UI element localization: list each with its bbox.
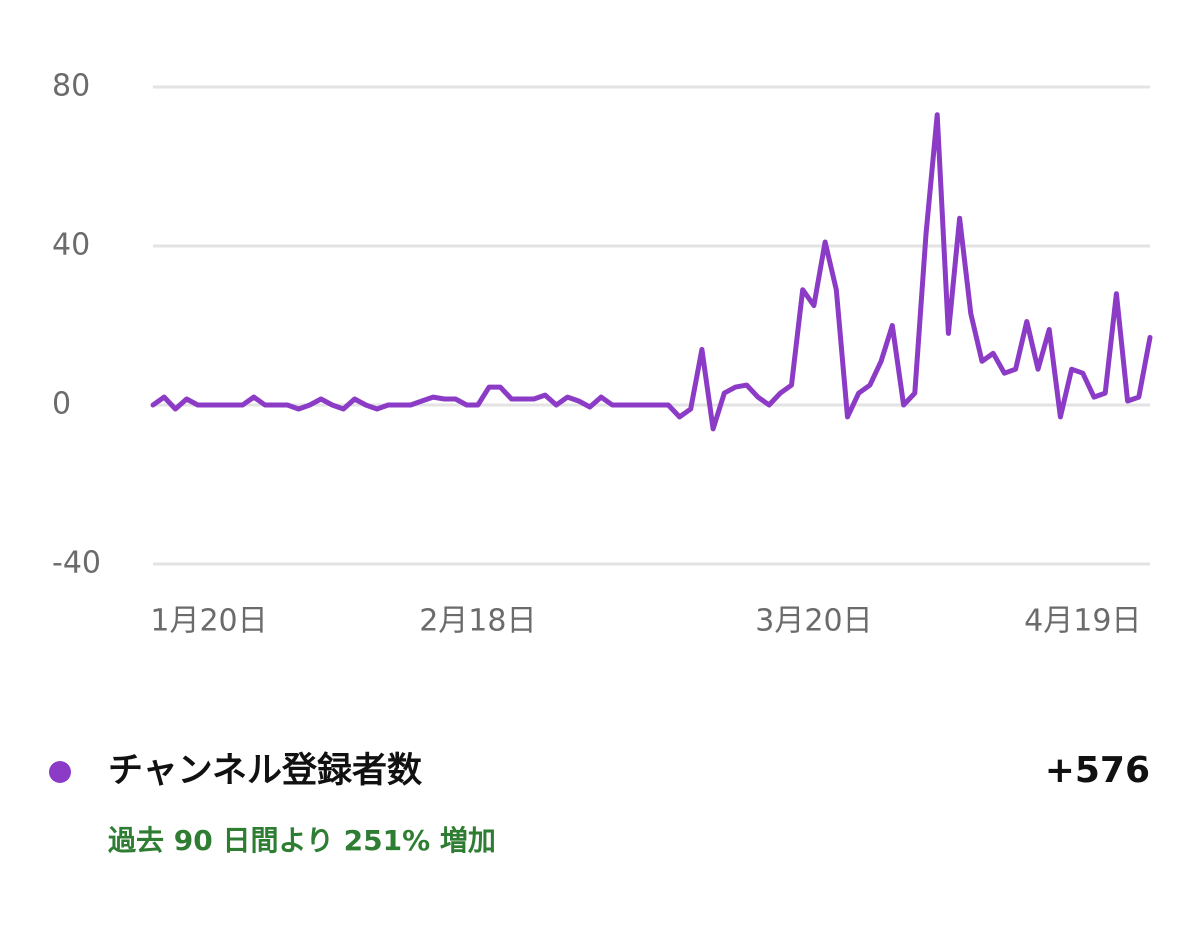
x-tick-label: 3月20日: [755, 604, 872, 639]
y-tick-label: 40: [52, 228, 90, 263]
comparison: 過去 90 日間より 251% 増加: [108, 824, 496, 857]
x-tick-label: 1月20日: [150, 604, 267, 639]
total: +576: [1045, 750, 1150, 791]
x-tick-label: 2月18日: [419, 604, 536, 639]
legend-dot: [49, 761, 71, 783]
y-tick-label: -40: [52, 546, 101, 581]
data-line: [150, 112, 1153, 432]
legend-label: チャンネル登録者数: [108, 751, 422, 791]
y-tick-label: 80: [52, 69, 90, 104]
x-tick-label: 4月19日: [1024, 604, 1141, 639]
y-tick-label: 0: [52, 387, 71, 422]
